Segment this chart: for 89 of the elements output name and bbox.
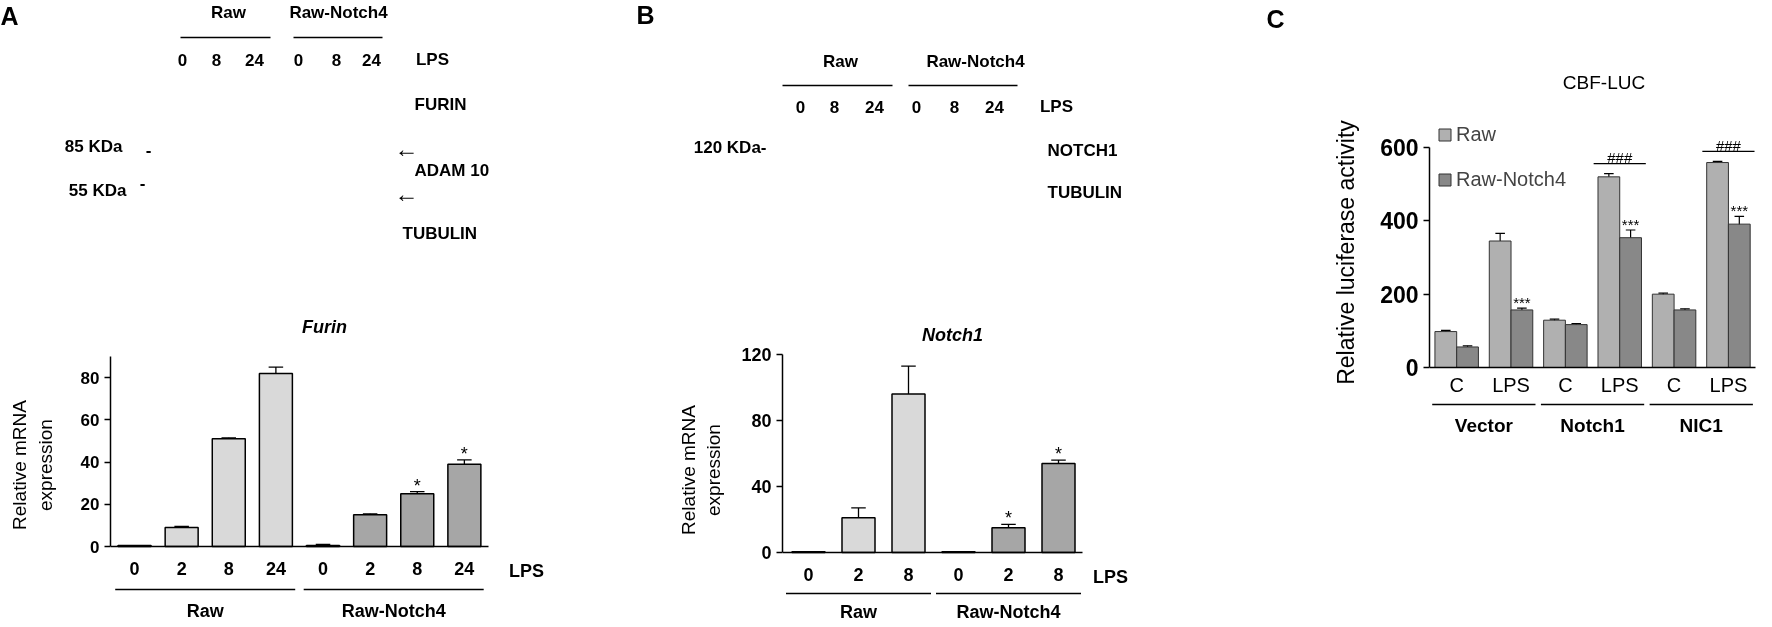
text: LPS [415, 50, 450, 69]
data-label: ### [1607, 149, 1633, 167]
data-label: *** [1513, 293, 1531, 311]
text: Raw [211, 3, 247, 22]
text: C [1266, 4, 1285, 33]
y-tick-label: 20 [80, 495, 100, 515]
chart-title: Furin [301, 316, 347, 337]
text: Notch1 [1560, 415, 1626, 436]
text: ← [394, 180, 419, 207]
x-tick-label: 8 [903, 564, 914, 585]
text: 0 [177, 50, 188, 70]
data-label: *** [1730, 201, 1749, 219]
x-tick-label: LPS [1709, 373, 1748, 396]
y-tick-label: 60 [80, 410, 100, 430]
y-axis-title: Relative mRNA expression [678, 404, 725, 535]
text: 120 KDa- [693, 138, 767, 157]
text: TUBULIN [1047, 183, 1123, 202]
x-tick-label: 2 [176, 558, 187, 579]
x-tick-label: 8 [1053, 564, 1064, 585]
text: 8 [949, 97, 960, 117]
y-tick-label: 80 [80, 368, 100, 388]
text: Raw [839, 601, 878, 622]
y-axis-title: Relative luciferase activity [1333, 119, 1360, 385]
text: 0 [293, 50, 304, 70]
x-tick-label: C [1558, 373, 1573, 396]
text: LPS [1039, 97, 1074, 116]
text: 8 [829, 97, 840, 117]
x-tick-label: 0 [953, 564, 964, 585]
text: 24 [362, 50, 382, 70]
x-tick-label: 0 [318, 558, 329, 579]
x-tick-label: 24 [265, 558, 286, 579]
text: B [636, 0, 655, 29]
text: Raw [823, 52, 859, 71]
y-tick-label: 400 [1380, 208, 1419, 235]
text: 8 [331, 50, 342, 70]
data-label: * [1005, 508, 1013, 529]
chart-title: Notch1 [922, 324, 984, 345]
data-label: * [413, 475, 421, 496]
text: Raw-Notch4 [926, 52, 1026, 71]
text: Raw [186, 600, 225, 621]
text: - [139, 173, 146, 193]
data-label: ### [1715, 136, 1742, 154]
x-tick-label: 0 [803, 564, 814, 585]
text: ← [394, 135, 419, 162]
data-label: * [460, 443, 468, 464]
x-tick-label: LPS [1600, 373, 1639, 396]
text: FURIN [414, 95, 467, 114]
text: 0 [911, 97, 922, 117]
text: 0 [795, 97, 806, 117]
text: - [145, 140, 152, 160]
text: 24 [245, 50, 265, 70]
data-label: * [1055, 444, 1063, 465]
x-tick-label: 0 [129, 558, 140, 579]
text: ADAM 10 [414, 161, 490, 180]
x-tick-label: LPS [1492, 373, 1530, 396]
text: 8 [211, 50, 222, 70]
chart-title: CBF-LUC [1562, 72, 1646, 93]
text: NIC1 [1679, 415, 1724, 436]
y-tick-label: 40 [80, 453, 100, 473]
text: A [0, 1, 19, 30]
x-tick-label: C [1449, 373, 1464, 396]
text: Raw-Notch4 [956, 601, 1061, 622]
y-tick-label: 0 [761, 543, 772, 563]
text: Raw-Notch4 [341, 600, 446, 621]
x-tick-label: 2 [365, 558, 376, 579]
y-tick-label: 80 [751, 411, 772, 431]
text: NOTCH1 [1047, 141, 1118, 160]
y-tick-label: 0 [90, 537, 100, 557]
y-tick-label: 120 [741, 345, 772, 365]
x-tick-label: 2 [1003, 564, 1014, 585]
text: 85 KDa [64, 137, 124, 156]
text: 24 [865, 97, 885, 117]
x-tick-label: 24 [454, 558, 475, 579]
y-axis-title: Relative mRNA expression [9, 399, 56, 530]
x-tick-label: 8 [223, 558, 234, 579]
x-tick-label: 2 [853, 564, 864, 585]
text: Raw-Notch4 [289, 3, 389, 22]
x-tick-label: C [1666, 373, 1682, 396]
text: 55 KDa [68, 181, 128, 200]
legend-label: Raw [1456, 122, 1497, 146]
legend-label: Raw-Notch4 [1456, 167, 1567, 191]
y-tick-label: 200 [1380, 281, 1419, 308]
text: Vector [1454, 415, 1514, 436]
x-tick-label: 8 [412, 558, 423, 579]
data-label: *** [1621, 215, 1640, 233]
text: TUBULIN [402, 224, 478, 243]
text: 24 [985, 97, 1005, 117]
y-tick-label: 40 [751, 477, 772, 497]
y-tick-label: 600 [1380, 135, 1419, 161]
